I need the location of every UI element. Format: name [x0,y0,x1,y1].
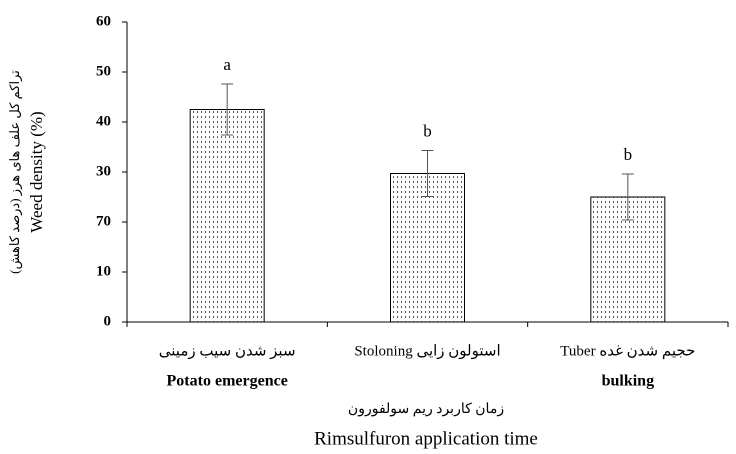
y-axis-label-fa: تراکم کل علف های هرز (درصد کاهش) [7,70,23,274]
bar [189,109,265,323]
bar [390,173,465,323]
y-tick-label: 50 [96,63,111,79]
y-tick-label: 40 [96,113,111,129]
error-bar [421,150,434,197]
significance-letter: b [624,145,633,164]
x-axis-label-en: Rimsulfuron application time [314,428,538,449]
y-tick-label: 60 [96,13,111,29]
x-tick-label: سبز شدن سیب زمینی [159,343,296,359]
x-tick-label: Potato emergence [167,373,288,390]
y-tick-label: 30 [96,163,111,179]
x-tick-label: Stoloning استولون زایی [354,343,500,359]
error-bar [221,83,234,136]
y-tick-label: 10 [96,263,111,279]
x-tick-label: Tuber حجیم شدن غده [560,343,695,359]
y-tick-label: 70 [96,213,111,229]
x-tick-label: bulking [602,373,654,390]
significance-letter: a [223,55,231,74]
y-tick-label: 0 [104,313,112,329]
y-axis-label-en: Weed density (%) [27,111,46,232]
error-bar [621,173,634,221]
significance-letter: b [423,121,432,140]
x-axis-label-fa: زمان کاربرد ریم سولفورون [348,402,504,417]
